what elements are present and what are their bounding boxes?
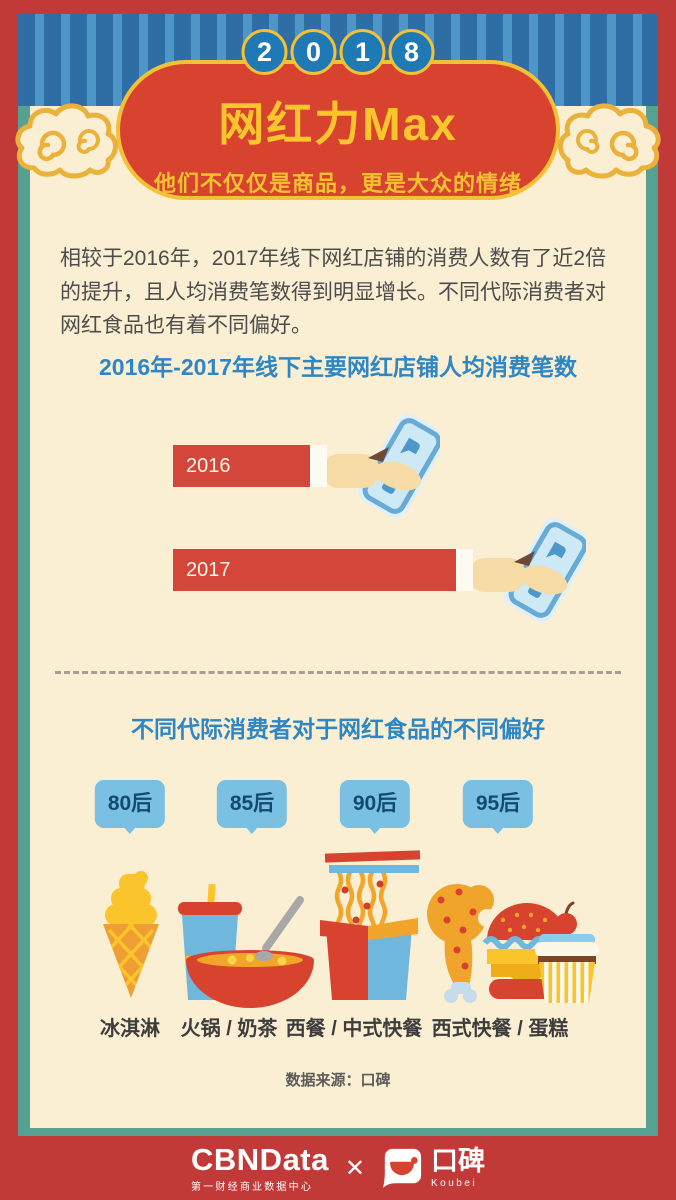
header-badge: 网红力Max 他们不仅仅是商品，更是大众的情绪 — [116, 60, 560, 200]
fastfood-cake-icon — [427, 884, 599, 1003]
ice-cream-icon — [103, 871, 159, 998]
koubei-subname: Koubei — [430, 1177, 478, 1189]
data-source: 数据来源：口碑 — [285, 1072, 391, 1089]
dashed-divider — [55, 671, 621, 674]
cross-separator: ✕ — [344, 1154, 365, 1182]
hand-phone-icon — [456, 518, 586, 623]
cloud-right-icon — [558, 103, 661, 179]
generation-bubble-95s: 95后 — [462, 780, 534, 834]
food-label-hotpot-milktea: 火锅 / 奶茶 — [180, 1018, 278, 1040]
year-digit: 0 — [290, 29, 337, 75]
section-title: 不同代际消费者对于网红食品的不同偏好 — [131, 716, 545, 742]
year-circles: 2 0 1 8 — [241, 29, 435, 75]
bar-label-2017: 2017 — [186, 559, 231, 581]
hotpot-milktea-icon — [178, 883, 314, 1008]
footer: CBNData 第一财经商业数据中心 ✕ 口碑 Koubei — [0, 1136, 676, 1200]
generation-bubble-85s: 85后 — [216, 780, 288, 834]
year-digit: 1 — [339, 29, 386, 75]
chart-bar-2016: 2016 — [173, 445, 310, 487]
year-digit: 2 — [241, 29, 288, 75]
bar-label-2016: 2016 — [186, 455, 231, 477]
food-label-fastfood-cake: 西式快餐 / 蛋糕 — [431, 1018, 569, 1040]
food-label-western-chinese-fastfood: 西餐 / 中式快餐 — [285, 1018, 423, 1040]
koubei-name: 口碑 — [430, 1145, 485, 1176]
page-title: 网红力Max — [218, 98, 458, 150]
chart-bar-2017: 2017 — [173, 549, 456, 591]
generation-bubble-90s: 90后 — [339, 780, 411, 834]
noodle-box-icon — [320, 850, 421, 1000]
food-label-icecream: 冰淇淋 — [100, 1018, 160, 1040]
koubei-text: 口碑 Koubei — [430, 1145, 485, 1189]
koubei-smile-icon — [382, 1148, 422, 1189]
chart-title: 2016年-2017年线下主要网红店铺人均消费笔数 — [99, 354, 577, 380]
generation-bubble-80s: 80后 — [94, 780, 166, 834]
cloud-left-icon — [15, 103, 118, 179]
year-digit: 8 — [388, 29, 435, 75]
hand-phone-icon — [310, 414, 440, 519]
cbndata-logotype: CBNData — [191, 1141, 329, 1177]
page-subtitle: 他们不仅仅是商品，更是大众的情绪 — [153, 171, 522, 196]
koubei-logo: 口碑 Koubei — [381, 1147, 485, 1189]
intro-paragraph: 相较于2016年，2017年线下网红店铺的消费人数有了近2倍的提升，且人均消费笔… — [60, 247, 607, 338]
cbndata-logo: CBNData 第一财经商业数据中心 — [191, 1144, 329, 1193]
cbndata-subtitle: 第一财经商业数据中心 — [191, 1181, 314, 1193]
